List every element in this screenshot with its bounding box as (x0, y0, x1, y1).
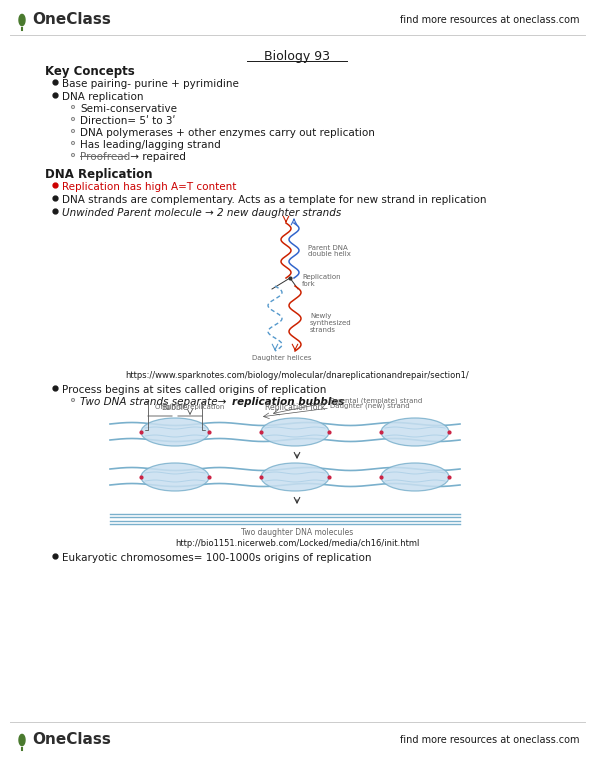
Text: find more resources at oneclass.com: find more resources at oneclass.com (400, 15, 580, 25)
Text: Parental (template) strand: Parental (template) strand (330, 397, 422, 404)
Text: find more resources at oneclass.com: find more resources at oneclass.com (400, 735, 580, 745)
Text: Two DNA strands separate→: Two DNA strands separate→ (80, 397, 230, 407)
Text: Parent DNA
double helix: Parent DNA double helix (308, 245, 351, 257)
Text: Biology 93: Biology 93 (264, 50, 330, 63)
Text: Proofread: Proofread (80, 152, 130, 162)
Text: Eukaryotic chromosomes= 100-1000s origins of replication: Eukaryotic chromosomes= 100-1000s origin… (62, 553, 371, 563)
Text: Has leading/lagging strand: Has leading/lagging strand (80, 140, 221, 150)
Text: Daughter helices: Daughter helices (252, 355, 312, 361)
Text: Two daughter DNA molecules: Two daughter DNA molecules (241, 528, 353, 537)
Ellipse shape (141, 463, 209, 491)
Text: Daughter (new) strand: Daughter (new) strand (330, 403, 409, 409)
Text: OneClass: OneClass (32, 732, 111, 748)
Text: DNA Replication: DNA Replication (45, 168, 152, 181)
Text: DNA strands are complementary. Acts as a template for new strand in replication: DNA strands are complementary. Acts as a… (62, 195, 487, 205)
Polygon shape (19, 15, 25, 25)
Text: replication bubbles: replication bubbles (232, 397, 345, 407)
Text: Replication has high A=T content: Replication has high A=T content (62, 182, 236, 192)
Text: Replication fork: Replication fork (265, 403, 325, 412)
Text: Process begins at sites called origins of replication: Process begins at sites called origins o… (62, 385, 327, 395)
Text: Base pairing- purine + pyrimidine: Base pairing- purine + pyrimidine (62, 79, 239, 89)
Text: → repaired: → repaired (127, 152, 186, 162)
Polygon shape (19, 735, 25, 745)
Text: Replication
fork: Replication fork (302, 274, 340, 287)
Text: Key Concepts: Key Concepts (45, 65, 134, 78)
Text: Direction= 5ʹ to 3ʹ: Direction= 5ʹ to 3ʹ (80, 116, 176, 126)
Ellipse shape (261, 463, 329, 491)
Text: OneClass: OneClass (32, 12, 111, 28)
Ellipse shape (141, 418, 209, 446)
Ellipse shape (261, 418, 329, 446)
Text: DNA polymerases + other enzymes carry out replication: DNA polymerases + other enzymes carry ou… (80, 128, 375, 138)
Text: http://bio1151.nicerweb.com/Locked/media/ch16/init.html: http://bio1151.nicerweb.com/Locked/media… (175, 539, 419, 548)
Text: Origin of replication: Origin of replication (155, 404, 225, 410)
Ellipse shape (381, 463, 449, 491)
Text: https://www.sparknotes.com/biology/molecular/dnareplicationandrepair/section1/: https://www.sparknotes.com/biology/molec… (125, 371, 469, 380)
Ellipse shape (381, 418, 449, 446)
Text: Semi-conservative: Semi-conservative (80, 104, 177, 114)
Text: Unwinded Parent molecule → 2 new daughter strands: Unwinded Parent molecule → 2 new daughte… (62, 208, 342, 218)
Text: Bubble: Bubble (162, 403, 188, 412)
Text: DNA replication: DNA replication (62, 92, 143, 102)
Text: Newly
synthesized
strands: Newly synthesized strands (310, 313, 352, 333)
